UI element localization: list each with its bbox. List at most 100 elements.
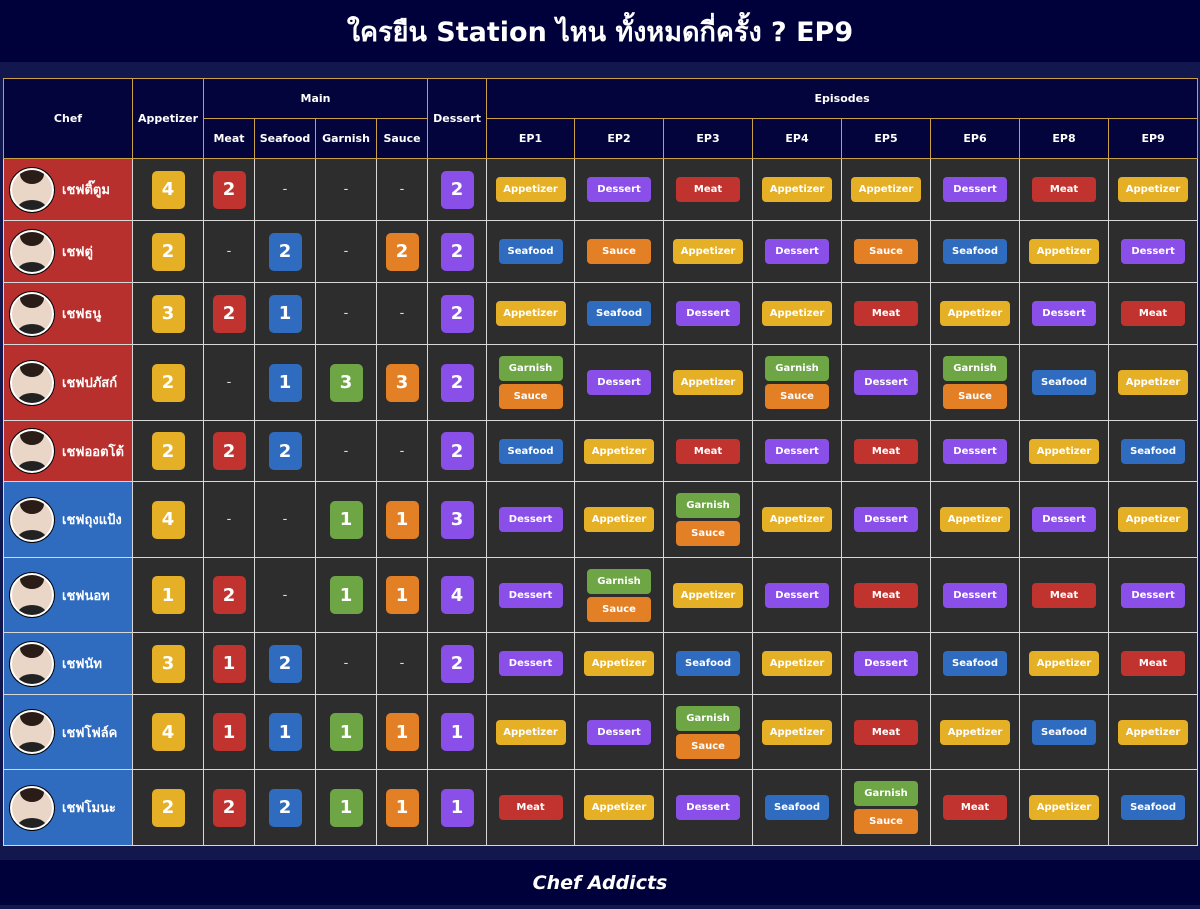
episode-cell: Appetizer bbox=[663, 557, 754, 633]
count-badge: 2 bbox=[268, 232, 302, 271]
count-cell: 3 bbox=[315, 344, 377, 421]
row: เชฟถุงแป้ง 4- -1 1 3 Dessert Appetizer Garnish S… bbox=[3, 481, 1199, 558]
station-tag: Seafood bbox=[1121, 438, 1186, 464]
station-tag: Appetizer bbox=[495, 719, 566, 745]
episode-cell: Appetizer bbox=[752, 282, 843, 345]
station-tag: Appetizer bbox=[673, 582, 744, 608]
episode-cell: Appetizer bbox=[930, 694, 1021, 770]
header-cell: Appetizer bbox=[132, 78, 204, 159]
row: เชฟโฟล์ค 4 1 1 1 1 1 Appetizer Dessert Garnish Sau… bbox=[3, 694, 1199, 770]
count-cell: 1 bbox=[427, 769, 488, 846]
count-cell: - bbox=[375, 158, 429, 221]
count-badge: 1 bbox=[385, 576, 419, 614]
episode-cell: Appetizer bbox=[663, 344, 754, 421]
count-cell: 2 bbox=[132, 420, 204, 482]
episode-cell: Seafood bbox=[574, 282, 665, 345]
count-cell: 1 bbox=[315, 694, 377, 770]
count-badge: 2 bbox=[268, 432, 302, 470]
count-badge: 2 bbox=[385, 232, 419, 271]
header-cell: EP6 bbox=[930, 118, 1021, 159]
count-badge: 4 bbox=[151, 713, 185, 751]
count-badge: 3 bbox=[385, 363, 419, 402]
count-cell: - bbox=[315, 420, 377, 482]
count-cell: - bbox=[254, 481, 316, 558]
episode-cell: Dessert bbox=[752, 420, 843, 482]
station-tag: Appetizer bbox=[851, 177, 922, 202]
count-cell: 1 bbox=[315, 557, 377, 633]
count-cell: 4 bbox=[427, 557, 488, 633]
count-cell: 1 bbox=[375, 694, 429, 770]
episode-cell: Dessert bbox=[841, 481, 932, 558]
header-row: Chef Appetizer Main Dessert Episodes bbox=[3, 78, 1199, 159]
count-cell: 2 bbox=[132, 220, 204, 283]
count-cell: 1 bbox=[203, 694, 255, 770]
count-badge: 3 bbox=[329, 363, 363, 402]
chef-cell: เชฟโฟล์ค bbox=[3, 694, 133, 770]
episode-cell: Appetizer bbox=[1108, 344, 1199, 421]
episode-cell: Appetizer bbox=[752, 158, 843, 221]
chef-name: เชฟโฟล์ค bbox=[62, 725, 118, 741]
station-tag: Sauce bbox=[498, 384, 563, 409]
episode-cell: Garnish Sauce bbox=[930, 344, 1021, 421]
count-badge: 1 bbox=[440, 788, 474, 827]
count-cell: 1 bbox=[254, 694, 316, 770]
count-badge: 1 bbox=[151, 576, 185, 614]
count-cell: 3 bbox=[132, 282, 204, 345]
episode-cell: Appetizer bbox=[1108, 481, 1199, 558]
row: เชฟนอท 1 2-1 1 4 Dessert Garnish Sauce Appetizer… bbox=[3, 557, 1199, 633]
header-cell: Dessert bbox=[427, 78, 488, 159]
chef-cell: เชฟธนู bbox=[3, 282, 133, 345]
count-badge: 1 bbox=[212, 644, 246, 683]
station-tag: Appetizer bbox=[584, 507, 655, 532]
count-cell: - bbox=[375, 632, 429, 695]
episode-cell: Dessert bbox=[841, 344, 932, 421]
count-badge: 2 bbox=[212, 432, 246, 470]
count-badge: 1 bbox=[385, 788, 419, 827]
header-cell: Sauce bbox=[375, 118, 429, 159]
episode-cell: Appetizer bbox=[1019, 220, 1110, 283]
count-badge: 2 bbox=[151, 788, 185, 827]
station-tag: Appetizer bbox=[673, 239, 744, 264]
count-cell: - bbox=[203, 481, 255, 558]
station-tag: Dessert bbox=[676, 301, 741, 326]
row: เชฟตู่ 2-2-2 2 Seafood Sauce Appetizer Dessert… bbox=[3, 220, 1199, 283]
count-badge: 2 bbox=[268, 788, 302, 827]
header-cell: Chef bbox=[3, 78, 133, 159]
count-dash: - bbox=[399, 182, 405, 197]
table-wrap: Chef Appetizer Main Dessert Episodes Meat Seaf… bbox=[3, 78, 1199, 846]
chef-name: เชฟธนู bbox=[62, 307, 102, 322]
station-tag: Appetizer bbox=[940, 719, 1011, 745]
chef-info: เชฟนัท bbox=[4, 641, 132, 686]
episode-cell: Dessert bbox=[1108, 220, 1199, 283]
episode-cell: Appetizer bbox=[930, 481, 1021, 558]
episode-cell: Seafood bbox=[930, 220, 1021, 283]
avatar bbox=[10, 785, 54, 830]
count-cell: 2 bbox=[375, 220, 429, 283]
station-tag: Dessert bbox=[854, 370, 919, 395]
count-cell: 1 bbox=[203, 632, 255, 695]
episode-cell: Meat bbox=[663, 420, 754, 482]
station-tag: Appetizer bbox=[940, 301, 1011, 326]
count-dash: - bbox=[399, 306, 405, 321]
episode-cell: Garnish Sauce bbox=[574, 557, 665, 633]
count-cell: 4 bbox=[132, 694, 204, 770]
station-tag: Meat bbox=[1032, 177, 1097, 202]
row: เชฟโมนะ 2 2 2 1 1 1 Meat Appetizer Dessert Seafood… bbox=[3, 769, 1199, 846]
station-tag: Sauce bbox=[854, 239, 919, 264]
header-cell: Meat bbox=[203, 118, 255, 159]
count-badge: 2 bbox=[212, 170, 246, 209]
episode-cell: Appetizer bbox=[574, 481, 665, 558]
station-tag: Appetizer bbox=[1029, 438, 1100, 464]
header-cell: EP8 bbox=[1019, 118, 1110, 159]
station-tag: Dessert bbox=[1032, 301, 1097, 326]
count-cell: - bbox=[203, 344, 255, 421]
count-dash: - bbox=[399, 443, 405, 459]
station-tag: Appetizer bbox=[762, 177, 833, 202]
episode-cell: Dessert bbox=[486, 557, 576, 633]
station-tag: Appetizer bbox=[762, 507, 833, 532]
station-tag: Seafood bbox=[765, 795, 830, 820]
episode-cell: Meat bbox=[841, 694, 932, 770]
count-badge: 4 bbox=[440, 576, 474, 614]
episode-cell: Dessert bbox=[663, 769, 754, 846]
station-tag: Meat bbox=[1032, 582, 1097, 608]
